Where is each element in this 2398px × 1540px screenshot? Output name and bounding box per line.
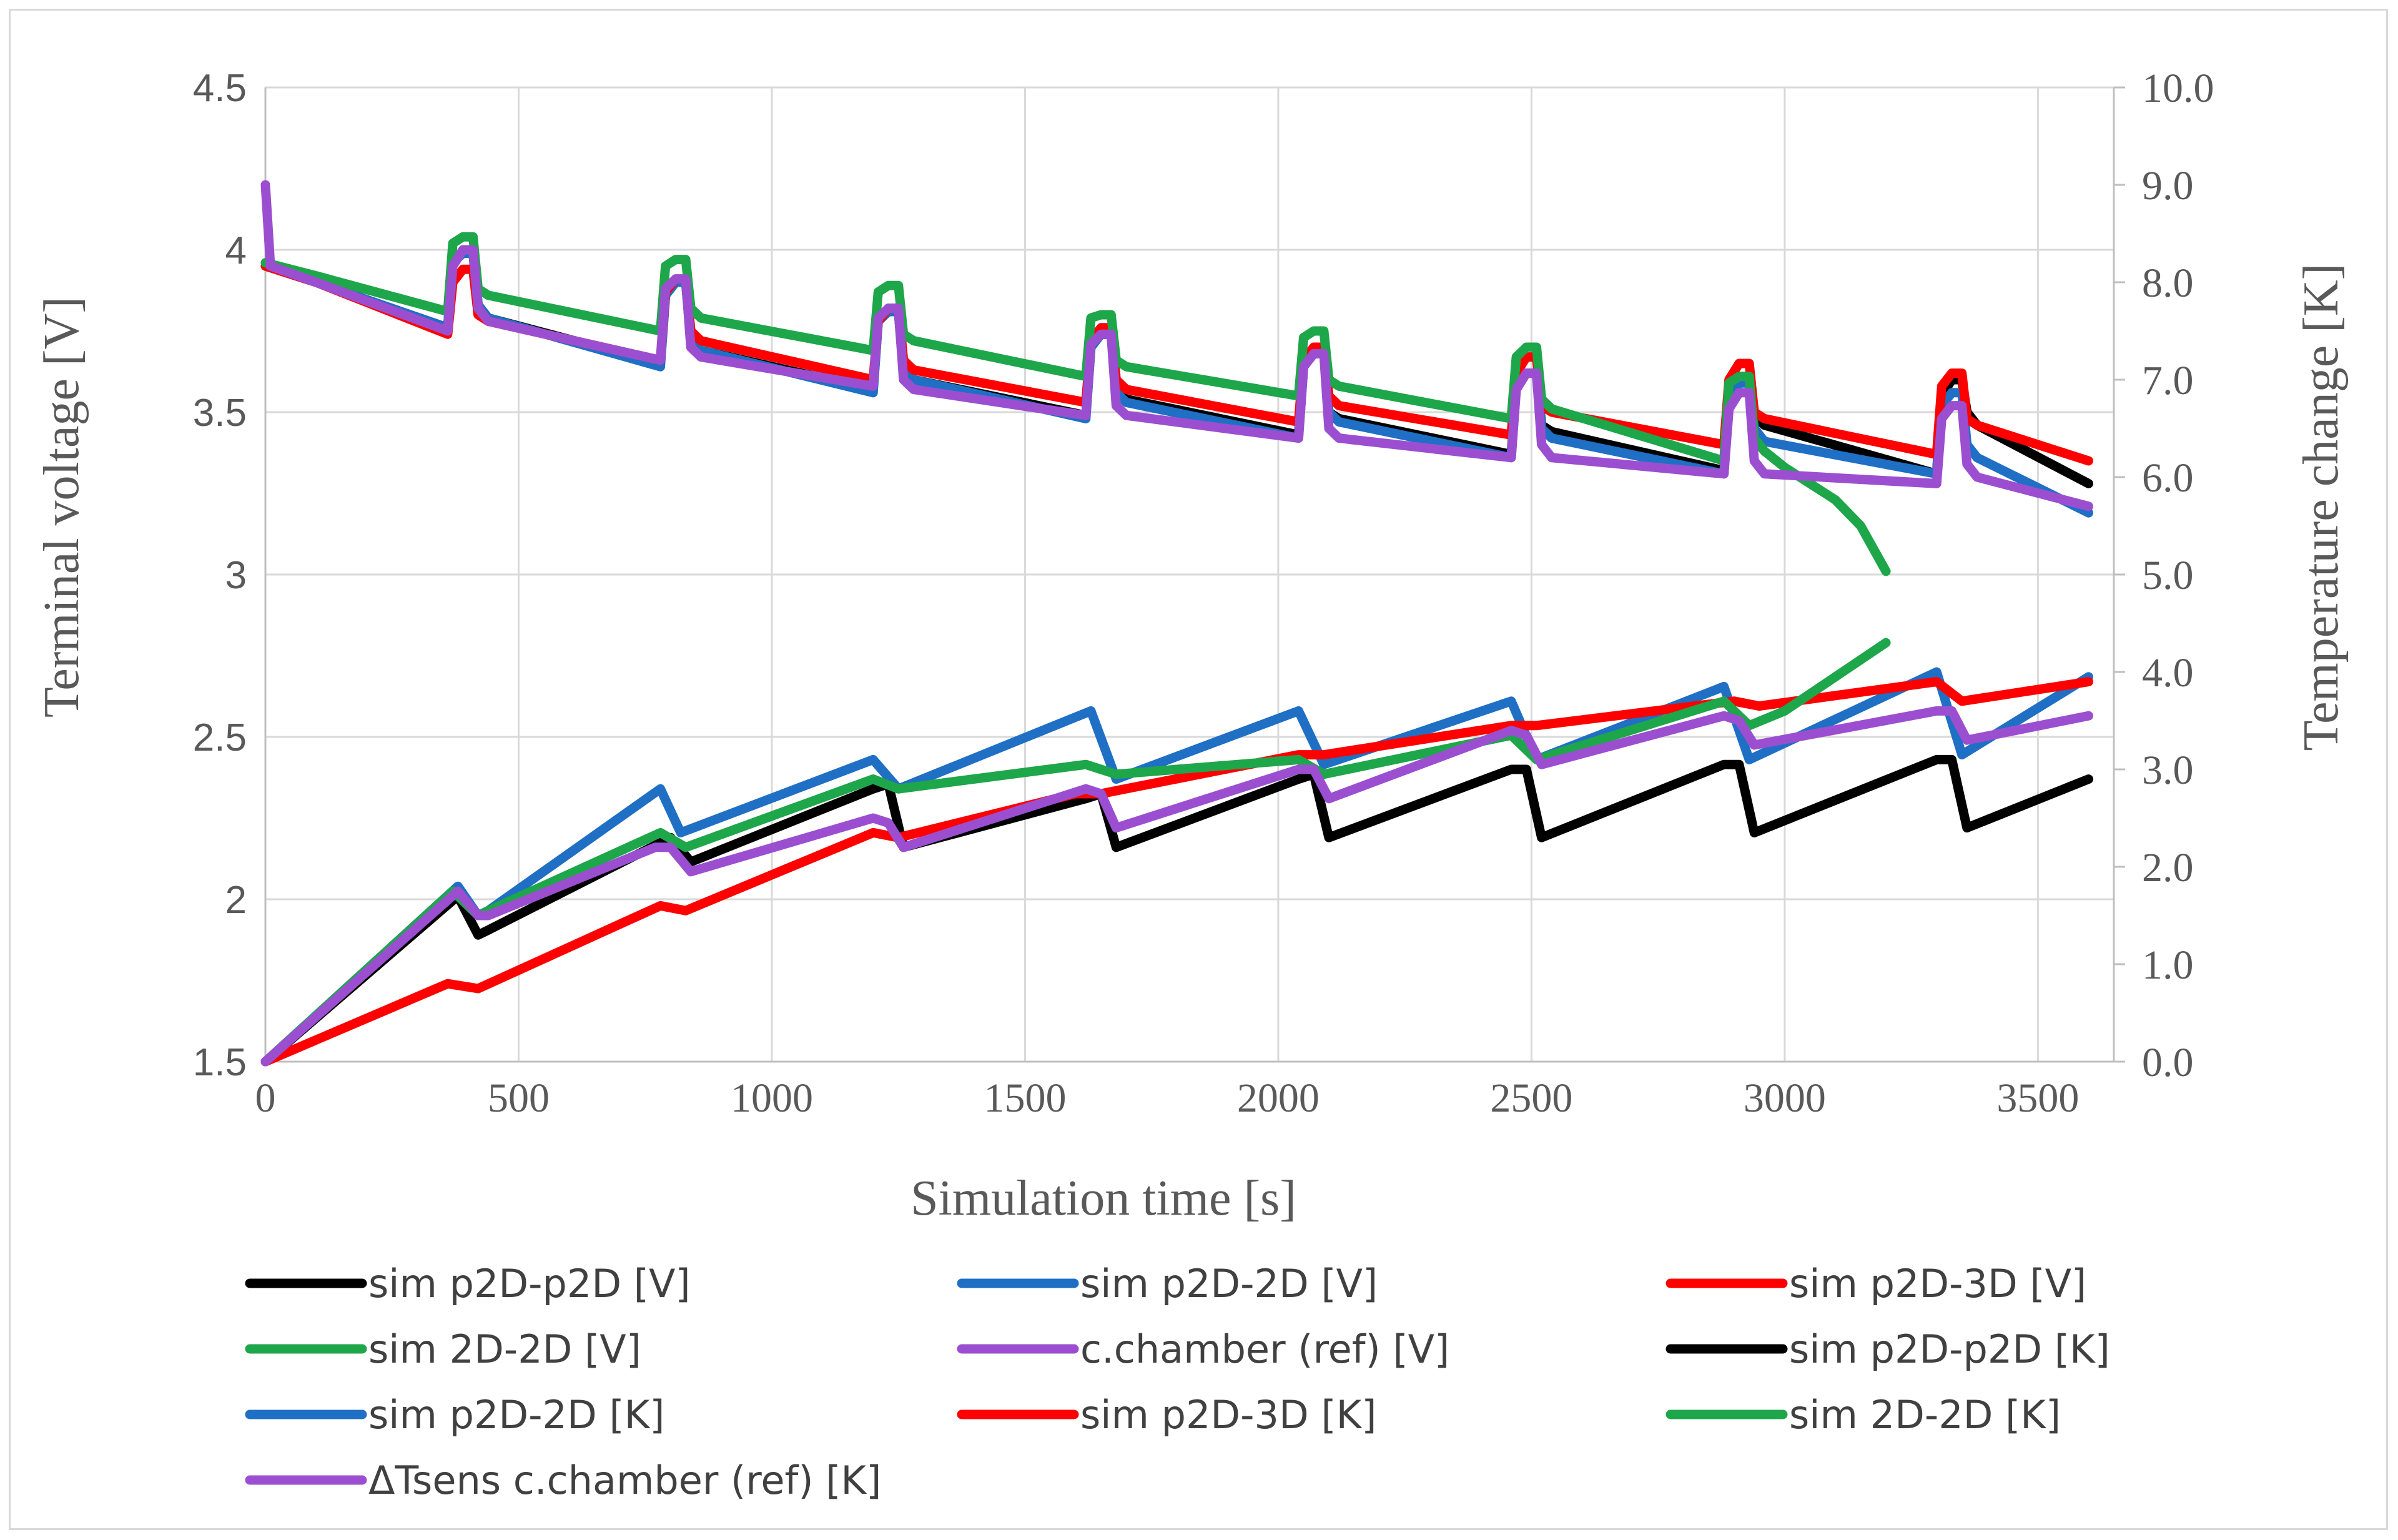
x-tick-label: 1500 bbox=[984, 1075, 1066, 1121]
y-tick-label: 3 bbox=[225, 554, 247, 597]
y2-tick-label: 1.0 bbox=[2142, 942, 2194, 988]
y2-tick-label: 8.0 bbox=[2142, 260, 2194, 306]
y-tick-label: 3.5 bbox=[193, 392, 247, 435]
legend-label-sim-p2d-p2d-k: sim p2D-p2D [K] bbox=[1789, 1326, 2110, 1372]
y-axis-title: Terminal voltage [V] bbox=[34, 297, 89, 718]
legend-label-sim-p2d-2d-v: sim p2D-2D [V] bbox=[1080, 1261, 1378, 1306]
y-tick-label: 4.5 bbox=[193, 67, 247, 110]
x-tick-label: 3500 bbox=[1996, 1075, 2079, 1121]
series-line-sim-2d-2d-k bbox=[260, 638, 1891, 1067]
y2-tick-label: 9.0 bbox=[2142, 163, 2194, 209]
series-line-tsens-c-chamber-ref-k bbox=[260, 706, 2093, 1067]
tick-labels: 1.5 2 2.5 3 3.5 4 4.5 0 500 1000 1500 2000 2500 3000 3… bbox=[193, 66, 2214, 1121]
legend-label-sim-p2d-3d-v: sim p2D-3D [V] bbox=[1789, 1261, 2086, 1306]
y-tick-label: 4 bbox=[225, 229, 247, 272]
x-tick-label: 0 bbox=[255, 1075, 276, 1121]
series-layer bbox=[260, 180, 2093, 1067]
legend: sim p2D-p2D [V] sim p2D-2D [V] sim p2D-3D … bbox=[245, 1261, 2110, 1503]
y2-tick-label: 3.0 bbox=[2142, 748, 2194, 793]
y2-axis-title: Temperature change [K] bbox=[2294, 264, 2349, 751]
y2-tick-label: 0.0 bbox=[2142, 1040, 2194, 1085]
y2-tick-label: 5.0 bbox=[2142, 553, 2194, 598]
legend-label-sim-p2d-3d-k: sim p2D-3D [K] bbox=[1080, 1392, 1376, 1438]
series-line-sim-p2d-3d-k bbox=[260, 677, 2093, 1067]
x-axis-title: Simulation time [s] bbox=[910, 1171, 1296, 1226]
legend-label-tsens-c-chamber-ref-k: ΔTsens c.chamber (ref) [K] bbox=[368, 1458, 881, 1503]
y2-tick-label: 6.0 bbox=[2142, 455, 2194, 501]
series-line-sim-p2d-3d-v bbox=[260, 261, 2093, 466]
y2-tick-label: 7.0 bbox=[2142, 358, 2194, 403]
legend-label-sim-2d-2d-k: sim 2D-2D [K] bbox=[1789, 1392, 2061, 1438]
x-tick-label: 3000 bbox=[1744, 1075, 1826, 1121]
y-tick-label: 2 bbox=[225, 879, 247, 922]
x-tick-label: 2000 bbox=[1237, 1075, 1320, 1121]
legend-label-c-chamber-ref-v: c.chamber (ref) [V] bbox=[1080, 1326, 1449, 1372]
x-tick-label: 1000 bbox=[731, 1075, 813, 1121]
y2-tick-label: 4.0 bbox=[2142, 650, 2194, 696]
x-tick-label: 2500 bbox=[1490, 1075, 1572, 1121]
y-tick-label: 2.5 bbox=[193, 716, 247, 759]
legend-label-sim-2d-2d-v: sim 2D-2D [V] bbox=[368, 1326, 641, 1372]
grid-lines bbox=[264, 86, 2114, 1063]
y2-tick-label: 10.0 bbox=[2142, 66, 2214, 111]
series-line-c-chamber-ref-v bbox=[260, 180, 2093, 511]
y-tick-label: 1.5 bbox=[193, 1041, 247, 1084]
x-tick-label: 500 bbox=[488, 1075, 550, 1121]
y2-tick-label: 2.0 bbox=[2142, 845, 2194, 891]
legend-label-sim-p2d-2d-k: sim p2D-2D [K] bbox=[368, 1392, 664, 1438]
legend-label-sim-p2d-p2d-v: sim p2D-p2D [V] bbox=[368, 1261, 691, 1306]
